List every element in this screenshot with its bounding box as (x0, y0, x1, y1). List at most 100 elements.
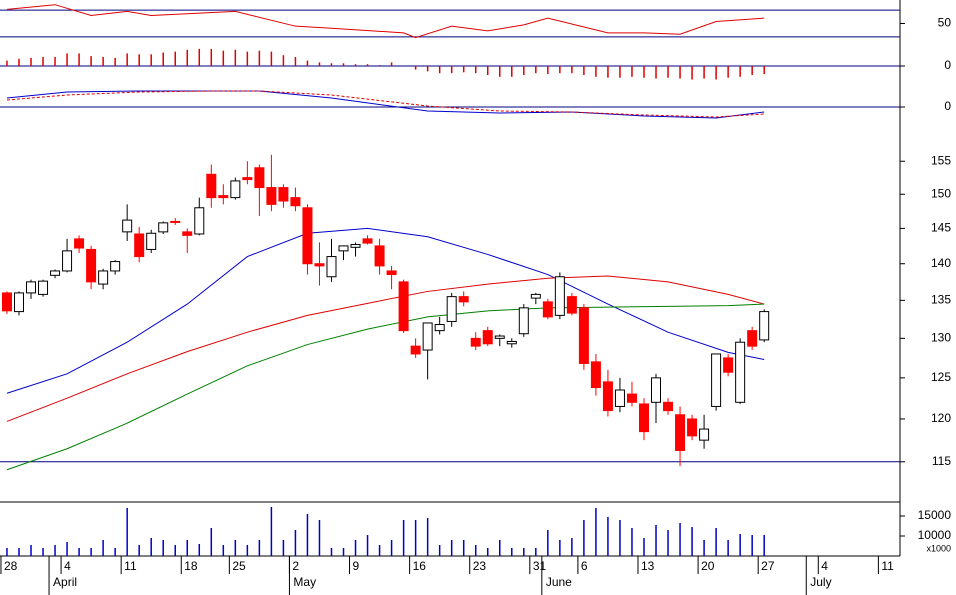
bar (607, 66, 609, 78)
y-tick-label: 130 (931, 331, 951, 345)
bar (679, 523, 681, 556)
bar (318, 62, 321, 66)
bar (366, 64, 369, 66)
month-label: June (546, 575, 572, 589)
x-tick-label: 20 (701, 559, 715, 573)
y-tick-label: 50 (938, 16, 952, 30)
bar (631, 66, 633, 77)
bar (354, 540, 357, 556)
bar (715, 528, 717, 556)
bar (42, 548, 44, 556)
x-tick-label: 31 (533, 559, 547, 573)
bar (390, 62, 393, 66)
bar (571, 66, 573, 74)
bar (763, 535, 765, 556)
bar (90, 56, 92, 66)
bar (90, 548, 92, 556)
candle-body (386, 270, 397, 276)
candle-body (398, 281, 409, 332)
bar (294, 530, 297, 556)
bar (523, 66, 525, 75)
x-tick-label: 18 (184, 559, 198, 573)
bar (691, 66, 693, 80)
bar (78, 548, 80, 556)
month-label: May (293, 575, 316, 589)
bar (42, 57, 44, 66)
candle-body (434, 324, 445, 332)
bar (438, 545, 441, 556)
bar (499, 540, 501, 556)
indicator-line (6, 303, 765, 471)
bar (751, 535, 753, 556)
bar (559, 540, 561, 556)
x-tick-label: 25 (232, 559, 246, 573)
candle-body (687, 418, 698, 437)
bar (138, 545, 140, 556)
bar (66, 53, 68, 66)
bar (438, 66, 441, 74)
bar (583, 66, 585, 75)
bar (54, 57, 56, 66)
bar (330, 548, 333, 556)
candle-body (374, 245, 385, 267)
bar (583, 520, 585, 556)
bar (619, 66, 621, 78)
candle-body (98, 270, 109, 285)
candle-body (542, 301, 553, 318)
candle-body (278, 187, 289, 202)
candle-body (350, 243, 361, 248)
bar (715, 66, 717, 80)
candle-body (38, 280, 49, 295)
bar (114, 57, 116, 66)
y-tick-label: 145 (931, 221, 951, 235)
x-tick-label: 4 (64, 559, 71, 573)
indicator-line (6, 227, 765, 394)
candle-body (26, 281, 37, 294)
bar (174, 51, 176, 66)
bar (535, 548, 537, 556)
candle-body (578, 307, 589, 364)
candle-body (1, 292, 12, 312)
bar (655, 525, 657, 556)
bar (511, 66, 513, 77)
bar (150, 538, 152, 556)
indicator-line (6, 4, 765, 39)
bar (162, 540, 164, 556)
y-tick-label: 155 (931, 153, 951, 167)
bar (306, 60, 309, 66)
month-label: April (53, 575, 77, 589)
bar (727, 66, 729, 78)
candle-body (723, 357, 734, 373)
bar (102, 57, 104, 66)
bar (18, 548, 20, 556)
x-tick-label: 6 (581, 559, 588, 573)
bar (751, 66, 753, 75)
bar (559, 66, 561, 74)
bar (378, 65, 381, 66)
candle-body (218, 195, 229, 199)
bar (114, 548, 116, 556)
candle-body (122, 219, 133, 233)
x-tick-label: 27 (761, 559, 775, 573)
candle-body (735, 341, 746, 403)
bar (643, 538, 645, 556)
y-tick-label: 0 (944, 99, 951, 113)
bar (643, 66, 645, 78)
bar (739, 66, 741, 77)
candle-body (638, 403, 649, 433)
bar (6, 60, 8, 66)
candle-body (326, 256, 337, 278)
bar (378, 545, 381, 556)
bar (210, 528, 213, 556)
candle-body (134, 233, 145, 258)
bar (186, 540, 189, 556)
bar (186, 49, 189, 66)
candle-body (422, 322, 433, 351)
bar (294, 57, 297, 66)
bar (499, 66, 501, 77)
bar (450, 66, 453, 74)
candle-body (470, 337, 481, 347)
bar (426, 66, 429, 72)
bar (763, 66, 765, 75)
candle-body (206, 173, 217, 199)
